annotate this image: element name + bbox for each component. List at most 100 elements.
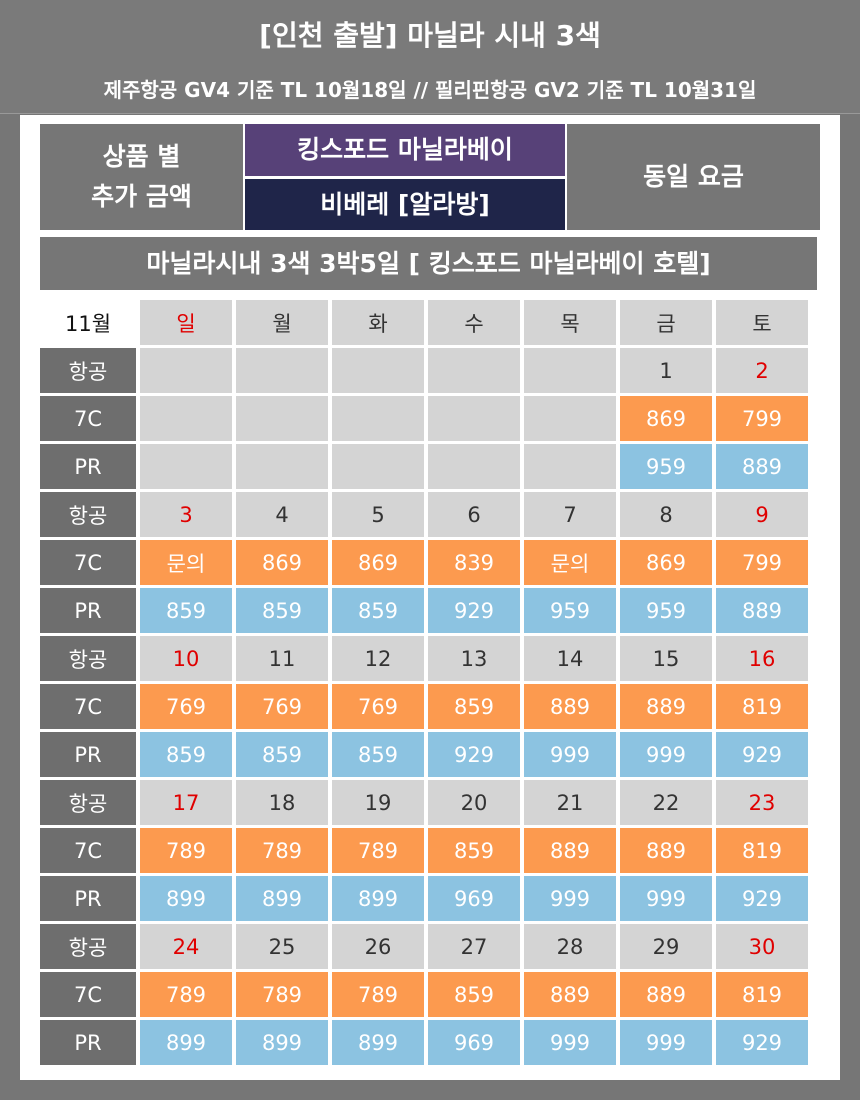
weekday-header: 금 [620, 300, 712, 345]
price-cell-7c: 819 [716, 972, 808, 1017]
price-cell-pr: 999 [620, 1020, 712, 1065]
date-cell: 20 [428, 780, 520, 825]
price-cell-pr: 899 [236, 876, 328, 921]
price-cell-pr: 999 [524, 1020, 616, 1065]
price-cell-pr: 959 [524, 588, 616, 633]
price-cell-pr: 889 [716, 588, 808, 633]
price-cell-pr: 899 [332, 1020, 424, 1065]
price-cell-7c: 889 [620, 684, 712, 729]
date-cell: 13 [428, 636, 520, 681]
date-cell: 15 [620, 636, 712, 681]
price-cell-pr: 929 [716, 1020, 808, 1065]
price-cell-pr: 889 [716, 444, 808, 489]
price-cell-pr: 959 [620, 588, 712, 633]
date-cell: 16 [716, 636, 808, 681]
weekday-header: 월 [236, 300, 328, 345]
date-cell [236, 348, 328, 393]
price-calendar: 11월 일 월 화 수 목 금 토 항공 1 2 7C 869 799 PR 959 889 항공 3 4 5 6 7 8 9 7… [40, 300, 808, 1065]
row-label-7c: 7C [40, 684, 136, 729]
row-label-flight: 항공 [40, 348, 136, 393]
date-cell: 25 [236, 924, 328, 969]
date-cell: 17 [140, 780, 232, 825]
row-label-pr: PR [40, 1020, 136, 1065]
row-label-flight: 항공 [40, 492, 136, 537]
price-cell-7c: 869 [620, 540, 712, 585]
price-cell-7c: 819 [716, 684, 808, 729]
price-cell-7c [428, 396, 520, 441]
price-cell-pr: 899 [236, 1020, 328, 1065]
row-label-pr: PR [40, 732, 136, 777]
price-cell-pr [140, 444, 232, 489]
date-cell: 11 [236, 636, 328, 681]
date-cell: 8 [620, 492, 712, 537]
price-cell-7c: 869 [332, 540, 424, 585]
price-cell-7c [524, 396, 616, 441]
price-cell-7c: 839 [428, 540, 520, 585]
date-cell [524, 348, 616, 393]
date-cell: 7 [524, 492, 616, 537]
price-cell-7c: 869 [620, 396, 712, 441]
price-cell-7c: 859 [428, 684, 520, 729]
row-label-7c: 7C [40, 828, 136, 873]
price-cell-pr: 969 [428, 876, 520, 921]
date-cell: 1 [620, 348, 712, 393]
price-cell-pr: 999 [620, 876, 712, 921]
date-cell: 21 [524, 780, 616, 825]
date-cell: 9 [716, 492, 808, 537]
price-cell-7c: 789 [140, 828, 232, 873]
weekday-header: 화 [332, 300, 424, 345]
page-title: [인천 출발] 마닐라 시내 3색 [259, 19, 601, 52]
date-cell: 27 [428, 924, 520, 969]
price-cell-7c: 889 [620, 972, 712, 1017]
weekday-header: 목 [524, 300, 616, 345]
price-cell-7c: 859 [428, 828, 520, 873]
same-price-label: 동일 요금 [567, 124, 820, 230]
price-cell-7c: 769 [140, 684, 232, 729]
price-cell-pr: 929 [716, 732, 808, 777]
page-subtitle: 제주항공 GV4 기준 TL 10월18일 // 필리핀항공 GV2 기준 TL… [103, 78, 757, 102]
price-cell-pr [332, 444, 424, 489]
row-label-7c: 7C [40, 972, 136, 1017]
date-cell: 5 [332, 492, 424, 537]
price-cell-7c: 789 [236, 828, 328, 873]
date-cell: 23 [716, 780, 808, 825]
weekday-header: 수 [428, 300, 520, 345]
label-line-1: 상품 별 [102, 142, 181, 171]
price-cell-7c: 769 [332, 684, 424, 729]
price-cell-pr: 859 [332, 732, 424, 777]
date-cell [140, 348, 232, 393]
date-cell: 3 [140, 492, 232, 537]
price-cell-7c: 769 [236, 684, 328, 729]
row-label-pr: PR [40, 444, 136, 489]
price-cell-pr [428, 444, 520, 489]
price-cell-7c: 889 [524, 972, 616, 1017]
date-cell [428, 348, 520, 393]
price-cell-pr: 899 [140, 876, 232, 921]
price-cell-7c [140, 396, 232, 441]
date-cell: 10 [140, 636, 232, 681]
product-banner: 마닐라시내 3색 3박5일 [ 킹스포드 마닐라베이 호텔] [40, 237, 817, 290]
label-line-2: 추가 금액 [91, 182, 192, 211]
extra-price-label: 상품 별 추가 금액 [40, 124, 243, 230]
price-cell-pr: 959 [620, 444, 712, 489]
date-cell: 19 [332, 780, 424, 825]
row-label-flight: 항공 [40, 924, 136, 969]
row-label-flight: 항공 [40, 636, 136, 681]
date-cell: 4 [236, 492, 328, 537]
price-cell-7c: 819 [716, 828, 808, 873]
date-cell: 6 [428, 492, 520, 537]
row-label-flight: 항공 [40, 780, 136, 825]
date-cell [332, 348, 424, 393]
price-cell-pr: 999 [524, 876, 616, 921]
price-cell-7c: 889 [524, 684, 616, 729]
date-cell: 22 [620, 780, 712, 825]
month-label: 11월 [40, 300, 136, 345]
price-cell-7c: 799 [716, 396, 808, 441]
hotel-vivere: 비베레 [알라방] [245, 179, 565, 230]
row-label-7c: 7C [40, 540, 136, 585]
date-cell: 30 [716, 924, 808, 969]
price-cell-7c: 859 [428, 972, 520, 1017]
price-cell-pr: 899 [332, 876, 424, 921]
price-cell-pr: 929 [716, 876, 808, 921]
price-cell-pr: 929 [428, 588, 520, 633]
